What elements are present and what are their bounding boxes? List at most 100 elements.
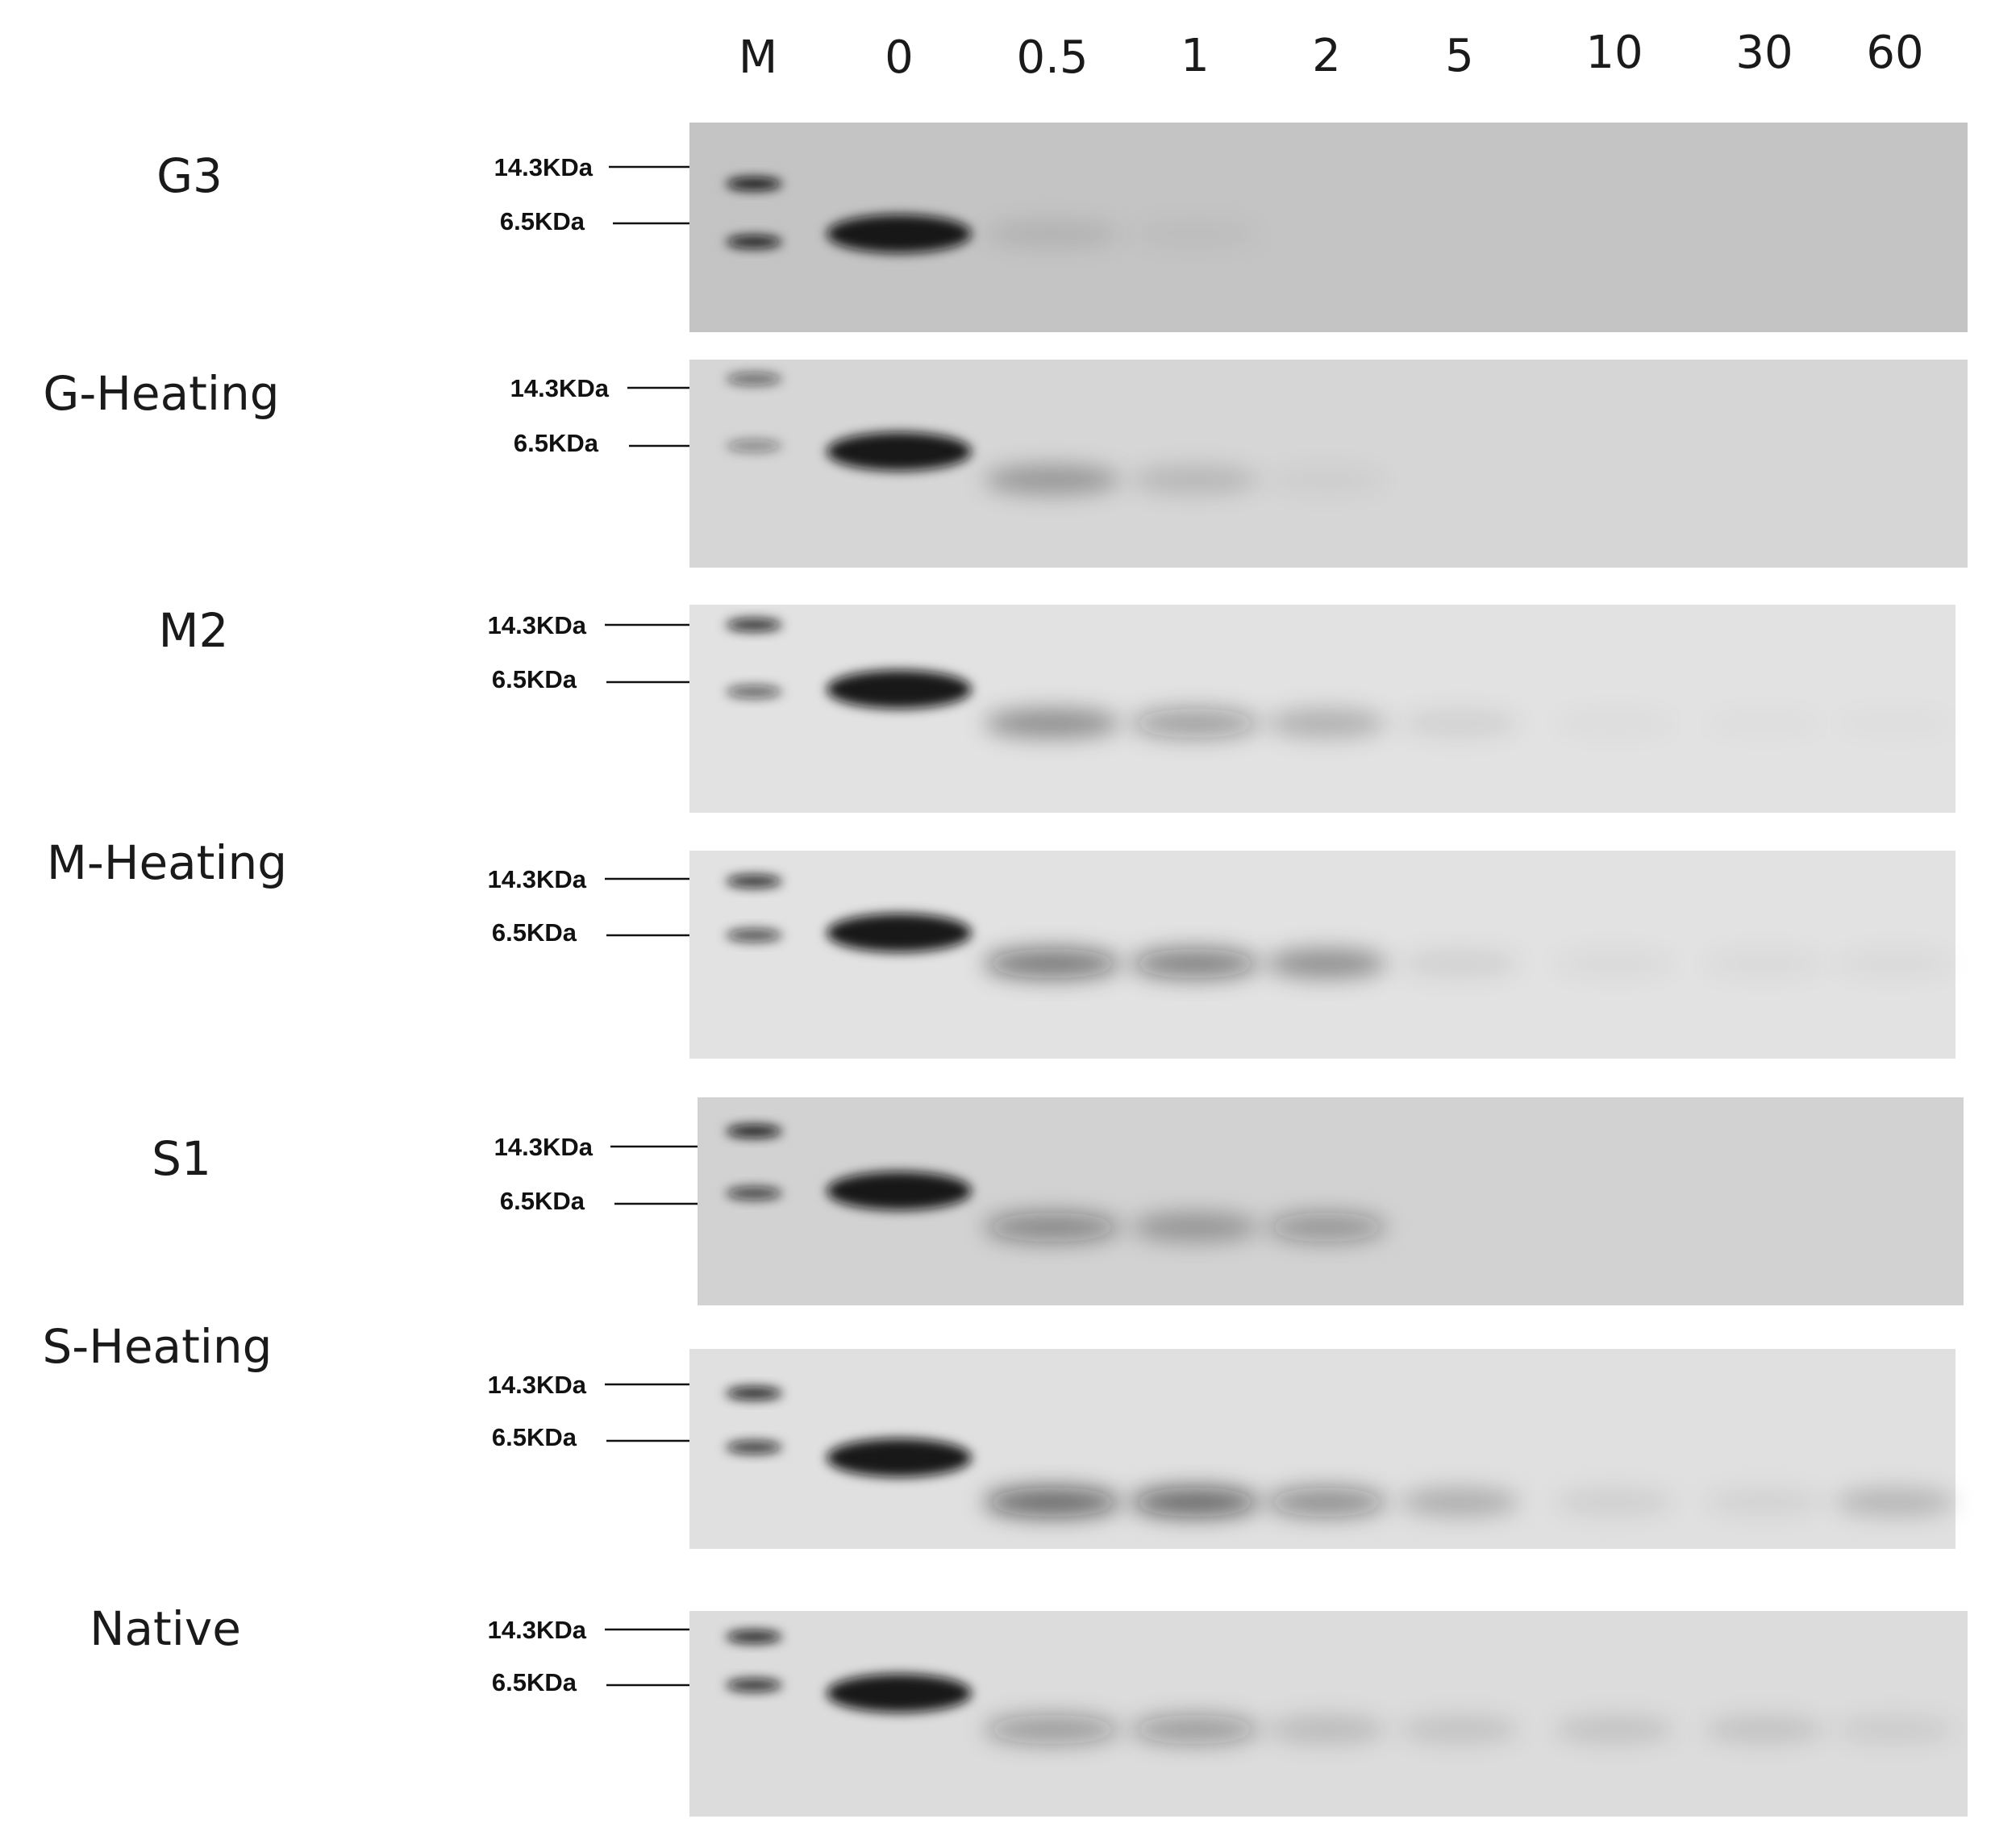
sample-band-lane-4 xyxy=(1266,465,1387,494)
marker-band-6kda xyxy=(726,1679,782,1692)
marker-label-14kda: 14.3KDa xyxy=(510,374,610,402)
sample-band-lane-2 xyxy=(984,1715,1121,1744)
sample-band-lane-3 xyxy=(1131,1213,1260,1242)
marker-label-6kda: 6.5KDa xyxy=(492,918,577,947)
sample-band-lane-8 xyxy=(1835,709,1955,738)
sample-band-lane-2 xyxy=(984,949,1121,978)
marker-label-6kda: 6.5KDa xyxy=(492,1423,577,1451)
marker-label-6kda: 6.5KDa xyxy=(492,1668,577,1696)
sample-band-lane-4 xyxy=(1266,1715,1387,1744)
gel-bands xyxy=(726,875,1955,978)
sample-band-lane-1 xyxy=(827,1172,972,1210)
lane-label-30: 30 xyxy=(1735,27,1793,79)
panel-title: Native xyxy=(90,1601,241,1656)
sample-band-lane-3 xyxy=(1131,465,1260,494)
gel-panel-m2: M2 14.3KDa 6.5KDa xyxy=(159,603,1955,813)
marker-label-14kda: 14.3KDa xyxy=(488,865,587,893)
marker-label-6kda: 6.5KDa xyxy=(500,207,585,235)
lane-label-1: 1 xyxy=(1181,30,1210,82)
gel-panel-s-heating: S-Heating 14.3KDa 6.5KDa xyxy=(42,1319,1955,1549)
marker-band-14kda xyxy=(726,1630,782,1643)
lane-label-0: 0 xyxy=(885,31,914,84)
gel-bands xyxy=(726,618,1955,738)
marker-band-14kda xyxy=(726,875,782,888)
marker-label-14kda: 14.3KDa xyxy=(494,153,594,181)
sample-band-lane-7 xyxy=(1704,1488,1825,1517)
panel-title: G-Heating xyxy=(43,366,279,421)
lane-label-2: 2 xyxy=(1312,30,1341,82)
marker-label-14kda: 14.3KDa xyxy=(488,1371,587,1399)
marker-band-14kda xyxy=(726,1125,782,1138)
marker-label-14kda: 14.3KDa xyxy=(488,611,587,639)
marker-band-14kda xyxy=(726,1387,782,1400)
sample-band-lane-4 xyxy=(1266,949,1387,978)
panel-title: S1 xyxy=(152,1131,211,1186)
sample-band-lane-3 xyxy=(1131,219,1260,248)
sample-band-lane-2 xyxy=(984,465,1121,494)
sample-band-lane-2 xyxy=(984,709,1121,738)
panel-title: M-Heating xyxy=(47,835,287,890)
gel-background xyxy=(689,605,1955,813)
gel-panel-native: Native 14.3KDa 6.5KDa xyxy=(90,1601,1968,1817)
gel-bands xyxy=(726,1125,1387,1242)
sample-band-lane-4 xyxy=(1266,1213,1387,1242)
sample-band-lane-3 xyxy=(1131,709,1260,738)
marker-band-6kda xyxy=(726,439,782,452)
gel-bands xyxy=(726,1630,1955,1744)
sample-band-lane-3 xyxy=(1131,949,1260,978)
lane-label-10: 10 xyxy=(1585,27,1643,79)
sample-band-lane-7 xyxy=(1704,1715,1825,1744)
lane-label-0-5: 0.5 xyxy=(1016,31,1088,84)
sample-band-lane-1 xyxy=(827,914,972,952)
gel-bands xyxy=(726,1387,1955,1517)
gel-bands xyxy=(726,177,1260,253)
sample-band-lane-6 xyxy=(1554,709,1675,738)
gel-panel-g-heating: G-Heating 14.3KDa 6.5KDa xyxy=(43,360,1968,568)
sample-band-lane-5 xyxy=(1399,1488,1520,1517)
lane-label-60: 60 xyxy=(1866,27,1923,79)
sample-band-lane-2 xyxy=(984,1213,1121,1242)
sample-band-lane-3 xyxy=(1131,1488,1260,1517)
marker-band-6kda xyxy=(726,235,782,248)
sample-band-lane-5 xyxy=(1399,709,1520,738)
marker-band-6kda xyxy=(726,1441,782,1454)
marker-band-6kda xyxy=(726,1187,782,1200)
sample-band-lane-5 xyxy=(1399,949,1520,978)
lane-label-marker: M xyxy=(739,31,777,84)
sample-band-lane-1 xyxy=(827,1674,972,1713)
sample-band-lane-1 xyxy=(827,670,972,709)
sample-band-lane-1 xyxy=(827,432,972,471)
sample-band-lane-1 xyxy=(827,1438,972,1477)
sample-band-lane-5 xyxy=(1399,1715,1520,1744)
lane-header-row: M 0 0.5 1 2 5 10 30 60 xyxy=(739,27,1924,84)
lane-label-5: 5 xyxy=(1445,30,1474,82)
marker-label-14kda: 14.3KDa xyxy=(488,1616,587,1644)
sample-band-lane-6 xyxy=(1554,1488,1675,1517)
marker-band-14kda xyxy=(726,373,782,385)
marker-band-6kda xyxy=(726,929,782,942)
panel-title: S-Heating xyxy=(42,1319,272,1374)
gel-panel-g3: G3 14.3KDa 6.5KDa xyxy=(156,123,1968,332)
marker-label-6kda: 6.5KDa xyxy=(500,1187,585,1215)
marker-label-6kda: 6.5KDa xyxy=(492,665,577,693)
sample-band-lane-6 xyxy=(1554,949,1675,978)
sample-band-lane-3 xyxy=(1131,1715,1260,1744)
sample-band-lane-8 xyxy=(1835,1715,1955,1744)
sample-band-lane-2 xyxy=(984,1488,1121,1517)
sample-band-lane-1 xyxy=(827,214,972,253)
gel-bands xyxy=(726,373,1387,494)
marker-band-14kda xyxy=(726,618,782,631)
sample-band-lane-8 xyxy=(1835,1488,1955,1517)
sample-band-lane-7 xyxy=(1704,949,1825,978)
gel-panel-m-heating: M-Heating 14.3KDa 6.5KDa xyxy=(47,835,1955,1059)
marker-band-6kda xyxy=(726,685,782,698)
panel-title: M2 xyxy=(159,603,229,658)
sample-band-lane-8 xyxy=(1835,949,1955,978)
sample-band-lane-6 xyxy=(1554,1715,1675,1744)
marker-label-6kda: 6.5KDa xyxy=(514,429,599,457)
gel-background xyxy=(689,1611,1968,1817)
marker-band-14kda xyxy=(726,177,782,190)
sample-band-lane-4 xyxy=(1266,1488,1387,1517)
sample-band-lane-7 xyxy=(1704,709,1825,738)
